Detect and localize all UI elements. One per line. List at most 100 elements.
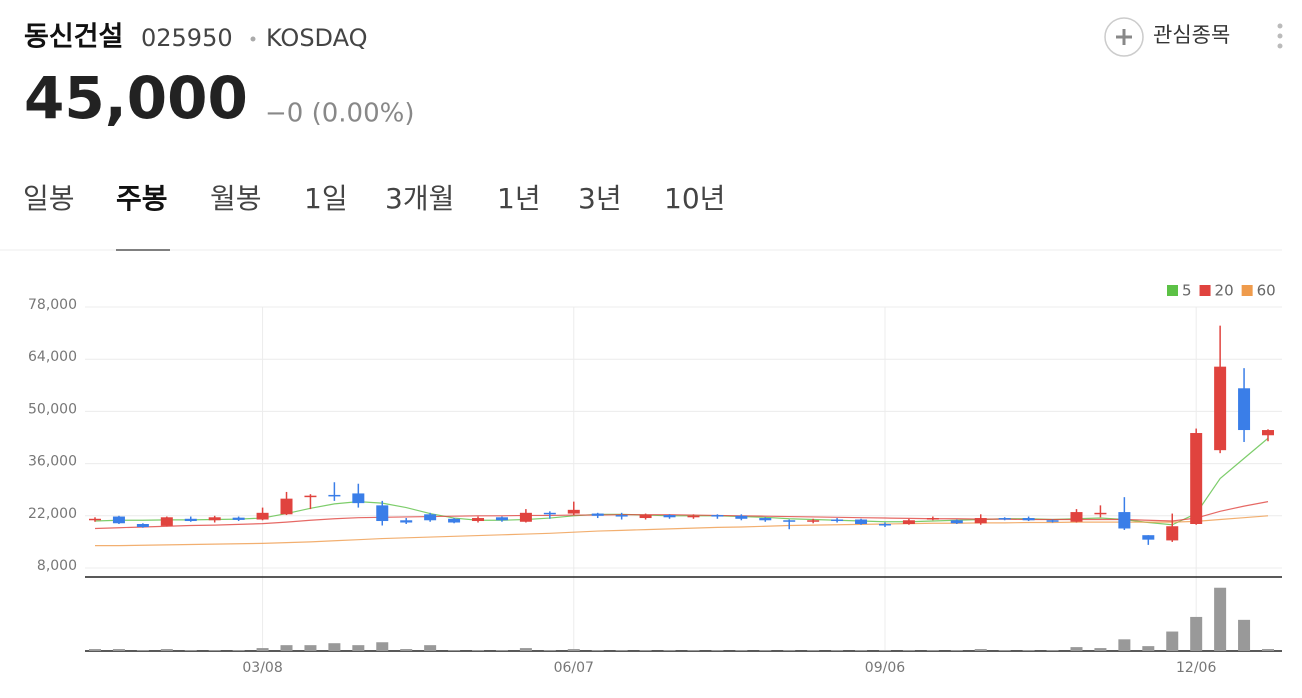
candle-body xyxy=(855,519,868,525)
volume-bar xyxy=(519,648,532,651)
volume-bar xyxy=(280,645,293,651)
tab[interactable]: 일봉 xyxy=(23,182,75,215)
separator-dot xyxy=(250,36,256,42)
x-tick-label: 06/07 xyxy=(554,660,594,676)
candle-body xyxy=(400,520,413,523)
volume-bar xyxy=(711,650,724,651)
volume-bar xyxy=(1262,649,1274,651)
price-change: −0 (0.00%) xyxy=(265,99,414,129)
volume-bar xyxy=(1142,646,1155,651)
volume-bar xyxy=(495,650,508,651)
candle-body xyxy=(1262,430,1274,436)
candle-body xyxy=(615,515,628,517)
volume-bar xyxy=(615,650,628,651)
candle-body xyxy=(974,518,987,524)
volume-bar xyxy=(304,645,317,651)
x-tick-label: 09/06 xyxy=(865,660,905,676)
y-tick-label: 78,000 xyxy=(28,297,77,313)
candle-body xyxy=(807,520,820,522)
tab[interactable]: 주봉 xyxy=(116,182,168,215)
volume-bar xyxy=(208,650,221,651)
volume-bar xyxy=(160,649,173,651)
volume-bar xyxy=(783,650,796,651)
volume-bar xyxy=(232,650,245,651)
tabs: 일봉 주봉 월봉 1일 3개월 1년 3년 10년 xyxy=(23,182,725,251)
tab[interactable]: 3년 xyxy=(578,182,622,215)
dot xyxy=(1277,43,1283,49)
volume-bar xyxy=(1022,650,1035,651)
watch-label: 관심종목 xyxy=(1153,23,1230,47)
tab[interactable]: 1일 xyxy=(304,182,348,215)
tab[interactable]: 10년 xyxy=(664,182,725,215)
candle-body xyxy=(232,517,245,520)
plus-icon xyxy=(1116,29,1132,45)
volume-bar xyxy=(974,649,987,651)
volume-bar xyxy=(855,650,868,651)
tab[interactable]: 3개월 xyxy=(385,182,454,215)
candle-body xyxy=(591,513,604,516)
candle-body xyxy=(495,517,508,521)
price: 45,000 xyxy=(24,64,248,132)
candle-body xyxy=(89,518,101,521)
candle-body xyxy=(998,518,1011,520)
volume-bar xyxy=(1118,639,1131,651)
volume-bar xyxy=(256,648,269,651)
volume-bar xyxy=(400,649,413,651)
legend-swatch xyxy=(1241,285,1253,296)
candle-body xyxy=(136,524,149,527)
candle-body xyxy=(376,505,389,522)
volume-bar xyxy=(112,649,125,651)
volume-bar xyxy=(567,649,580,651)
tab[interactable]: 월봉 xyxy=(210,182,262,215)
dot xyxy=(1277,23,1283,29)
more-button[interactable] xyxy=(1277,23,1283,49)
candle-body xyxy=(567,509,580,514)
volume-bar xyxy=(424,645,437,651)
candle-body xyxy=(687,515,700,518)
volume-bar xyxy=(1094,648,1107,651)
volume-bar xyxy=(1070,647,1083,651)
candle-body xyxy=(1046,520,1059,522)
x-tick-label: 03/08 xyxy=(242,660,282,676)
watch-button[interactable]: 관심종목 xyxy=(1104,17,1230,57)
candle-body xyxy=(926,518,939,520)
chart: 8,000 22,000 36,000 50,000 64,000 78,000 03/08… xyxy=(28,282,1282,676)
tab[interactable]: 1년 xyxy=(497,182,541,215)
market: KOSDAQ xyxy=(266,24,368,52)
candle-body xyxy=(280,498,293,515)
candle-body xyxy=(448,518,461,523)
candle-body xyxy=(256,512,269,520)
candle-body xyxy=(1166,526,1179,541)
volume-bar xyxy=(735,650,748,651)
volume-bar xyxy=(1046,650,1059,651)
candle-body xyxy=(902,520,915,525)
candle-body xyxy=(304,495,317,498)
moving-average-line xyxy=(94,437,1269,526)
candle-body xyxy=(735,515,748,519)
y-tick-label: 8,000 xyxy=(37,558,77,574)
legend-swatch xyxy=(1199,285,1211,296)
stock-code: 025950 xyxy=(141,24,233,52)
volume-bar xyxy=(878,650,891,651)
volume-bar xyxy=(1238,619,1251,651)
candle-body xyxy=(1142,535,1155,540)
volume-bar xyxy=(543,650,556,651)
candle-body xyxy=(759,518,772,521)
candle-body xyxy=(424,514,437,521)
legend-label: 60 xyxy=(1257,282,1276,300)
volume-bar xyxy=(136,650,149,651)
candle-body xyxy=(711,515,724,517)
volume-bar xyxy=(807,650,820,651)
candle-body xyxy=(639,515,652,519)
volume-bar xyxy=(687,650,700,651)
candle-body xyxy=(328,494,341,497)
candle-body xyxy=(1070,512,1083,522)
candle-body xyxy=(1214,366,1227,451)
moving-average-line xyxy=(94,501,1269,530)
volume-bar xyxy=(184,650,197,651)
volume-bar xyxy=(1214,587,1227,651)
candle-body xyxy=(160,517,173,526)
candle-body xyxy=(352,493,365,504)
